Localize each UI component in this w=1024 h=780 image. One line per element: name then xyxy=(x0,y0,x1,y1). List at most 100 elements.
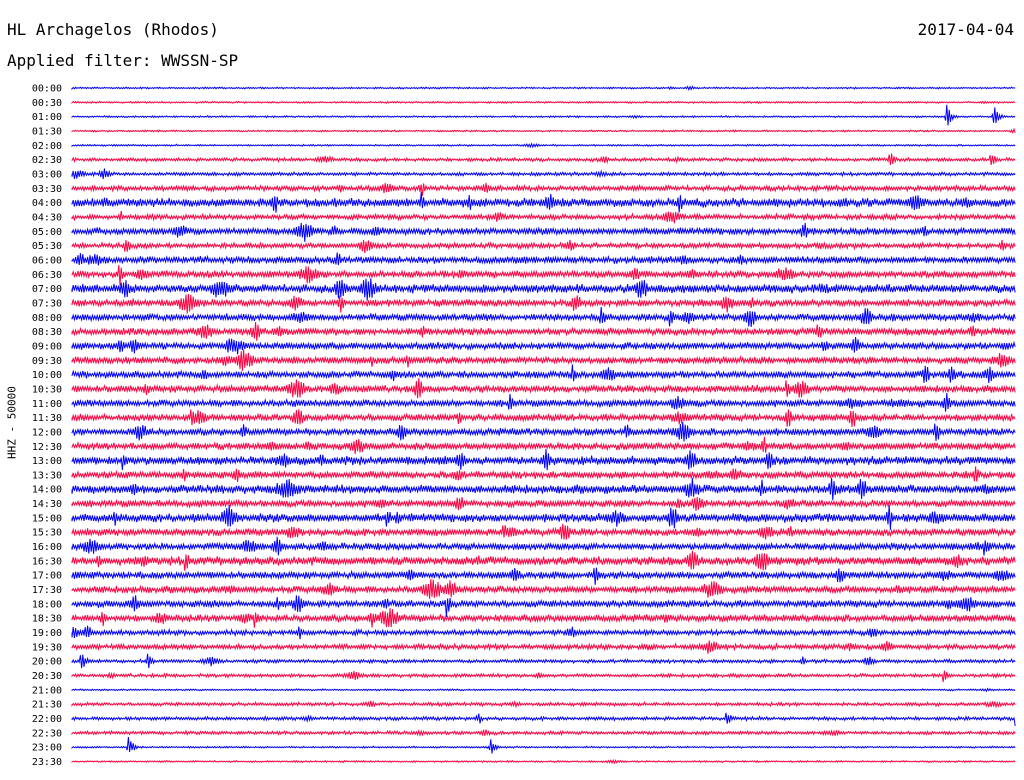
time-tick-label: 01:30 xyxy=(32,126,62,137)
time-tick-label: 16:30 xyxy=(32,556,62,567)
time-tick-label: 19:30 xyxy=(32,642,62,653)
seismic-trace xyxy=(71,758,1016,765)
time-tick-label: 02:00 xyxy=(32,141,62,152)
seismic-trace xyxy=(71,409,1016,427)
seismic-trace xyxy=(71,448,1016,471)
date-label: 2017-04-04 xyxy=(917,20,1014,39)
seismic-trace xyxy=(71,550,1016,571)
time-tick-label: 16:00 xyxy=(32,542,62,553)
time-tick-label: 01:00 xyxy=(32,112,62,123)
time-tick-label: 15:00 xyxy=(32,513,62,524)
seismic-trace xyxy=(71,436,1016,454)
seismic-trace xyxy=(71,670,1016,683)
time-tick-label: 14:30 xyxy=(32,499,62,510)
time-tick-label: 12:30 xyxy=(32,442,62,453)
seismic-trace xyxy=(71,523,1016,540)
time-tick-label: 08:00 xyxy=(32,313,62,324)
seismic-trace xyxy=(71,252,1016,266)
seismic-trace xyxy=(71,142,1016,149)
time-tick-label: 10:30 xyxy=(32,384,62,395)
seismic-trace xyxy=(71,687,1016,693)
seismic-trace xyxy=(71,653,1016,669)
time-tick-label: 18:00 xyxy=(32,599,62,610)
seismic-trace xyxy=(71,192,1016,213)
time-tick-label: 00:30 xyxy=(32,98,62,109)
seismic-trace xyxy=(71,85,1016,91)
time-tick-label: 13:00 xyxy=(32,456,62,467)
time-tick-label: 09:30 xyxy=(32,356,62,367)
time-tick-label: 11:00 xyxy=(32,399,62,410)
seismic-trace xyxy=(71,293,1016,314)
time-tick-label: 05:30 xyxy=(32,241,62,252)
seismic-trace xyxy=(71,699,1016,709)
seismic-trace xyxy=(71,168,1016,180)
seismic-trace xyxy=(71,729,1016,737)
time-tick-label: 04:00 xyxy=(32,198,62,209)
time-tick-label: 22:00 xyxy=(32,714,62,725)
time-tick-label: 22:30 xyxy=(32,728,62,739)
time-tick-label: 03:30 xyxy=(32,184,62,195)
seismic-trace xyxy=(71,378,1016,399)
seismic-trace xyxy=(71,392,1016,412)
seismic-trace xyxy=(71,579,1016,599)
time-tick-label: 20:00 xyxy=(32,657,62,668)
seismic-trace xyxy=(71,127,1016,134)
seismic-trace xyxy=(71,239,1016,254)
time-tick-label: 07:30 xyxy=(32,298,62,309)
seismic-trace xyxy=(71,504,1016,530)
seismic-trace xyxy=(71,104,1016,126)
time-tick-label: 17:30 xyxy=(32,585,62,596)
time-tick-label: 05:00 xyxy=(32,227,62,238)
time-tick-label: 13:30 xyxy=(32,470,62,481)
time-tick-label: 09:00 xyxy=(32,341,62,352)
seismic-trace xyxy=(71,567,1016,585)
seismic-trace xyxy=(71,222,1016,242)
seismic-trace xyxy=(71,153,1016,166)
seismic-trace xyxy=(71,712,1016,726)
time-tick-label: 23:00 xyxy=(32,743,62,754)
seismic-trace xyxy=(71,466,1016,483)
seismic-trace xyxy=(71,210,1016,224)
seismic-trace xyxy=(71,477,1016,501)
time-tick-label: 08:30 xyxy=(32,327,62,338)
time-tick-label: 14:00 xyxy=(32,485,62,496)
time-tick-label: 06:00 xyxy=(32,255,62,266)
time-tick-label: 15:30 xyxy=(32,528,62,539)
seismic-trace xyxy=(71,182,1016,196)
time-tick-label: 00:00 xyxy=(32,84,62,95)
seismic-trace xyxy=(71,264,1016,286)
seismic-trace xyxy=(71,640,1016,654)
time-tick-label: 11:30 xyxy=(32,413,62,424)
seismic-trace xyxy=(71,364,1016,384)
time-tick-label: 07:00 xyxy=(32,284,62,295)
time-tick-label: 18:30 xyxy=(32,614,62,625)
time-tick-label: 21:00 xyxy=(32,685,62,696)
time-tick-label: 19:00 xyxy=(32,628,62,639)
time-tick-label: 20:30 xyxy=(32,671,62,682)
seismic-trace xyxy=(71,496,1016,511)
time-tick-label: 12:00 xyxy=(32,427,62,438)
time-tick-label: 06:30 xyxy=(32,270,62,281)
seismic-trace xyxy=(71,608,1016,628)
seismic-trace xyxy=(71,736,1016,754)
time-tick-label: 04:30 xyxy=(32,212,62,223)
time-tick-label: 03:00 xyxy=(32,169,62,180)
filter-label: Applied filter: WWSSN-SP xyxy=(7,51,239,70)
time-tick-label: 10:00 xyxy=(32,370,62,381)
time-tick-label: 21:30 xyxy=(32,700,62,711)
seismic-trace xyxy=(71,278,1016,301)
seismic-trace xyxy=(71,336,1016,355)
time-tick-label: 23:30 xyxy=(32,757,62,768)
seismic-trace xyxy=(71,421,1016,442)
seismic-trace xyxy=(71,100,1016,105)
seismic-trace xyxy=(71,321,1016,341)
seismic-trace xyxy=(71,349,1016,371)
seismic-trace xyxy=(71,306,1016,328)
seismic-trace xyxy=(71,595,1016,617)
seismic-trace xyxy=(71,536,1016,556)
station-title: HL Archagelos (Rhodos) xyxy=(7,20,219,39)
seismic-trace xyxy=(71,625,1016,640)
time-tick-label: 02:30 xyxy=(32,155,62,166)
time-tick-label: 17:00 xyxy=(32,571,62,582)
